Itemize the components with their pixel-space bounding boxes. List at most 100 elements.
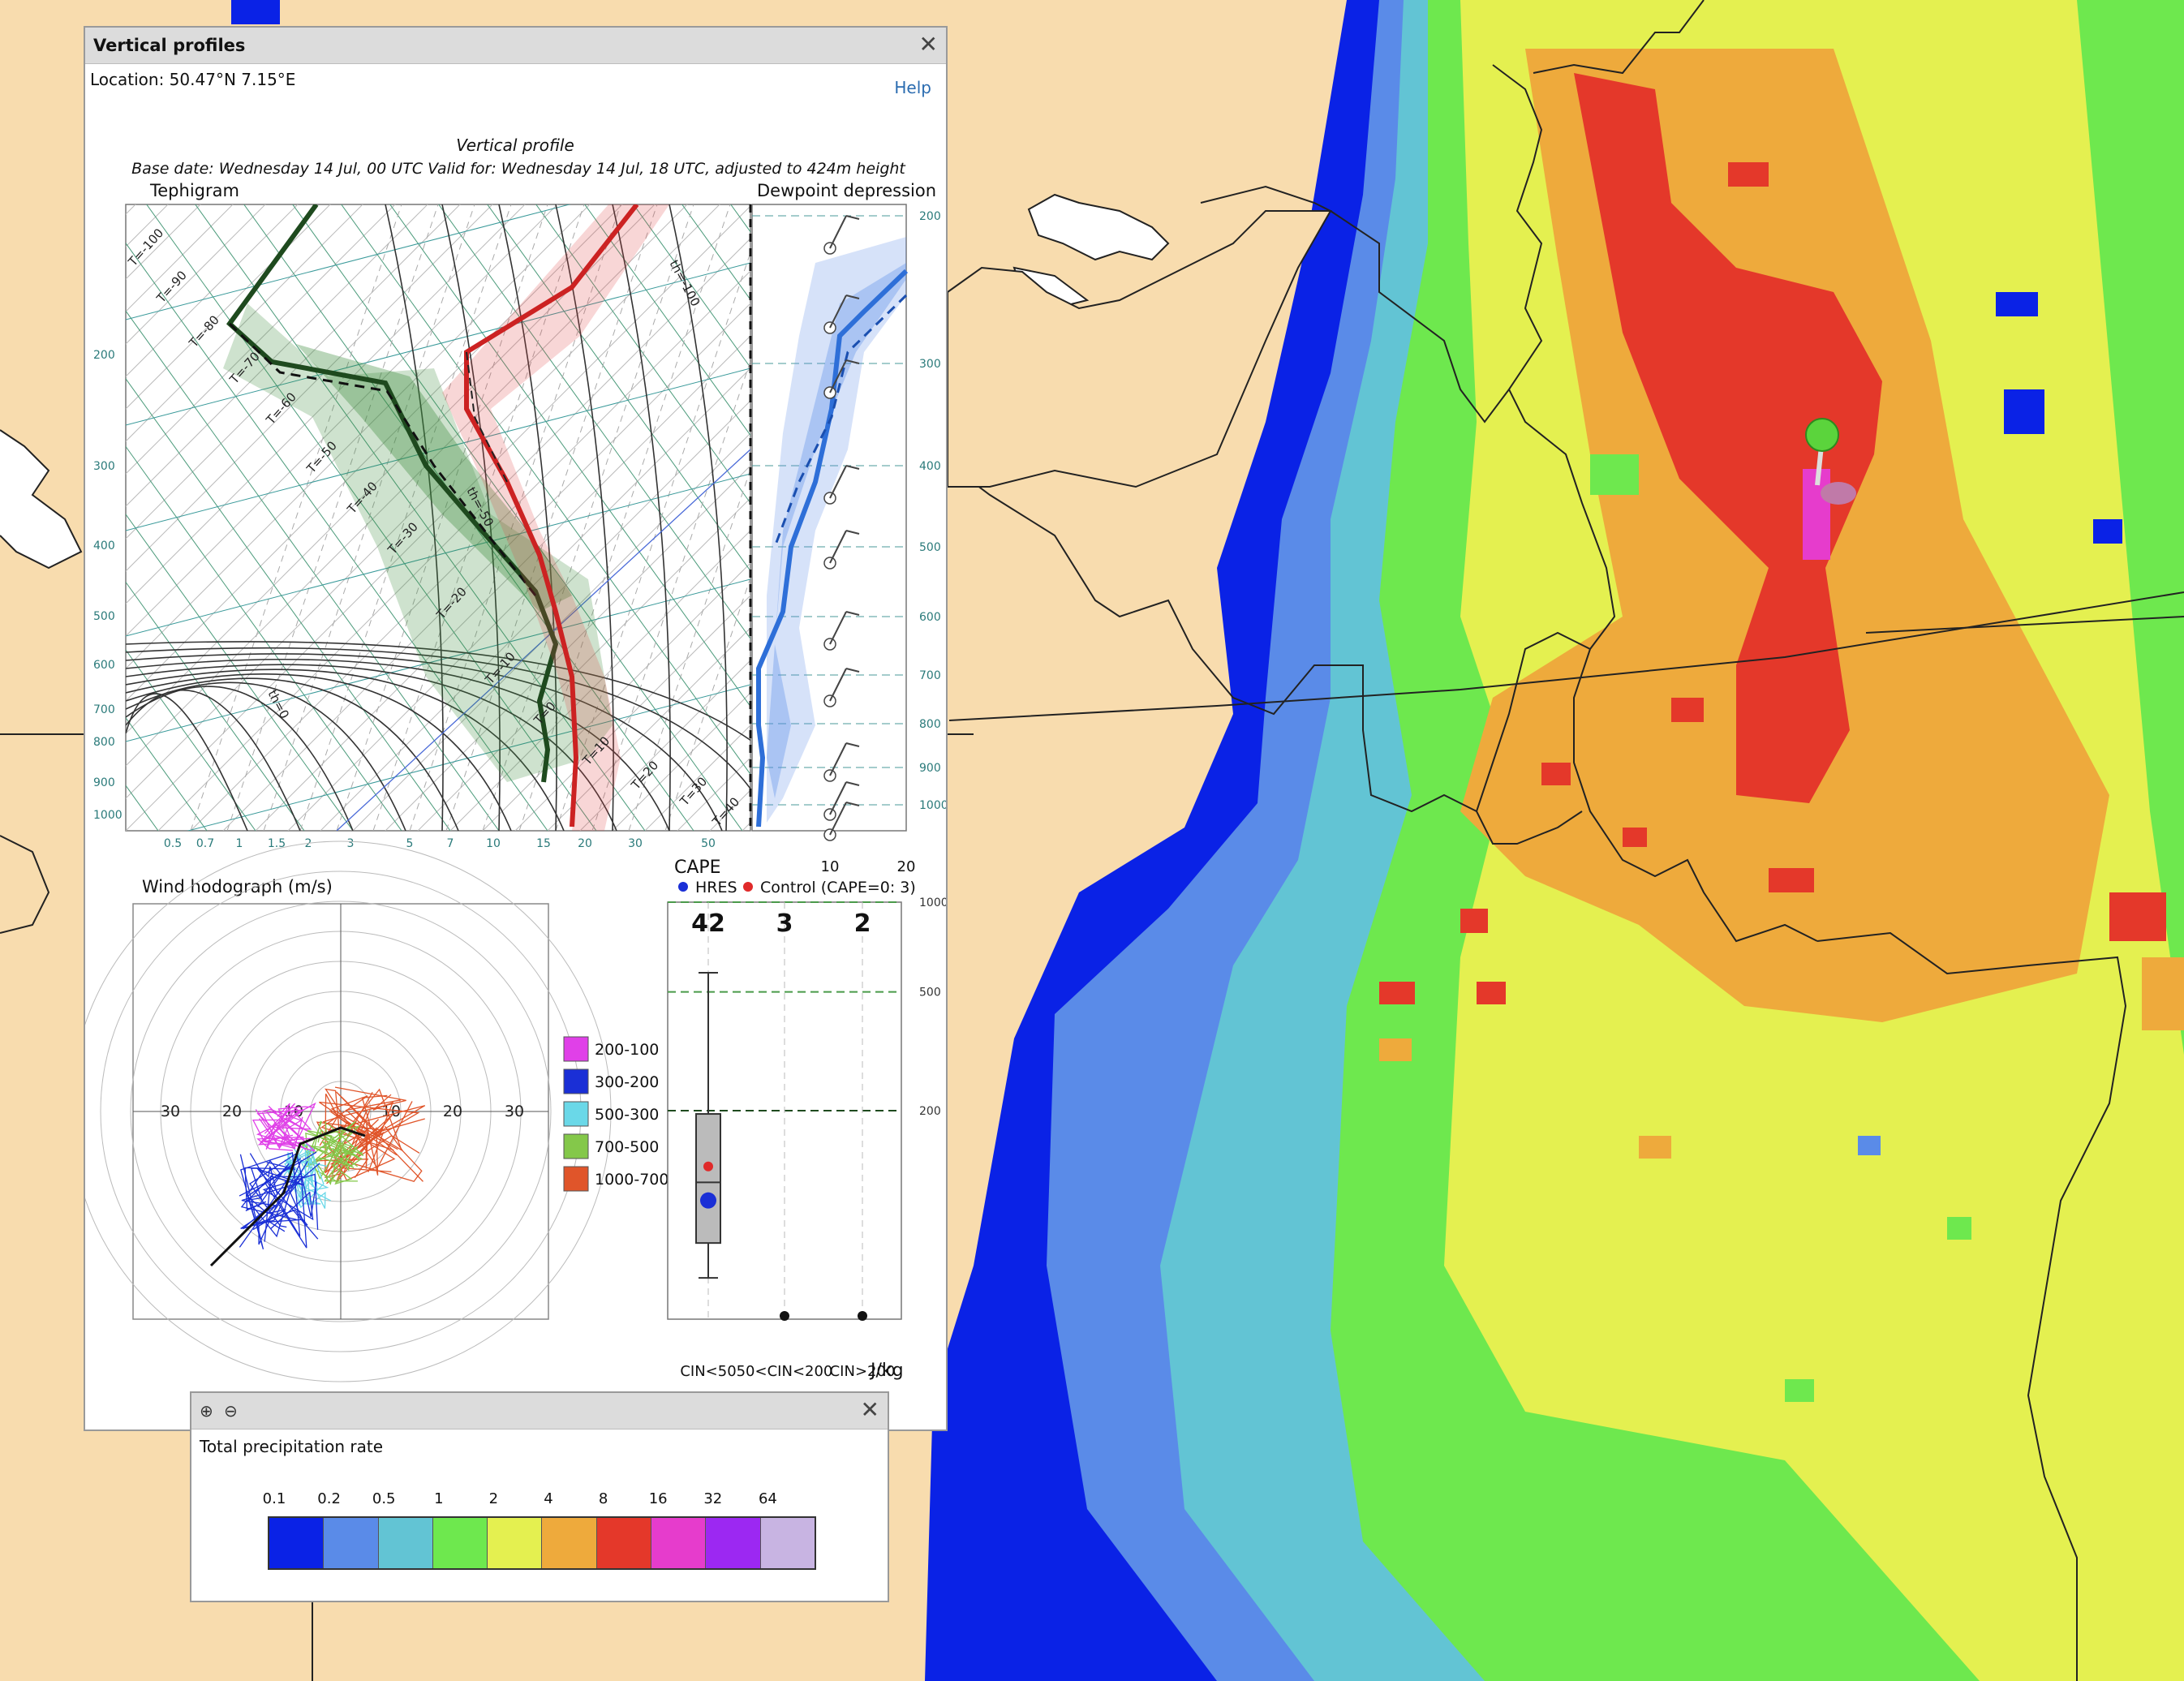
country-border-2 bbox=[1573, 648, 1818, 943]
cape-unit: J/kg bbox=[869, 1361, 904, 1381]
legend-tick-1: 1 bbox=[434, 1490, 444, 1507]
isotherm-line bbox=[438, 204, 750, 640]
hodograph-trace-5 bbox=[264, 1103, 295, 1150]
country-border-10 bbox=[948, 591, 2184, 721]
zoom-out-icon[interactable]: ⊖ bbox=[224, 1401, 238, 1421]
zoom-in-icon[interactable]: ⊕ bbox=[200, 1401, 213, 1421]
hodograph-trace-5 bbox=[256, 1123, 304, 1151]
precip-cell-17 bbox=[1947, 1217, 1971, 1240]
isotherm-line bbox=[633, 204, 750, 368]
hodograph-trace-2 bbox=[307, 1141, 363, 1169]
grid-line bbox=[287, 368, 750, 831]
country-border-5 bbox=[957, 470, 1477, 813]
adiabat-curve bbox=[126, 686, 354, 831]
dpd-envelope bbox=[767, 237, 906, 823]
x-tick-label-7: 7 bbox=[447, 837, 454, 850]
legend-swatch-9 bbox=[706, 1518, 761, 1568]
pressure-label-800: 800 bbox=[93, 736, 115, 749]
grid-line bbox=[320, 400, 750, 831]
isotherm-line bbox=[126, 377, 451, 831]
mixing-ratio-line bbox=[518, 204, 731, 831]
country-border-7 bbox=[1533, 0, 1705, 75]
x-tick-label-30: 30 bbox=[628, 837, 643, 850]
hodograph-legend-label-1000-700: 1000-700 bbox=[595, 1171, 669, 1189]
grid-line bbox=[126, 204, 591, 669]
hodograph-trace-5 bbox=[261, 1106, 315, 1150]
hodograph-trace-4 bbox=[240, 1163, 297, 1220]
legend-titlebar[interactable]: ⊕ ⊖ ✕ bbox=[191, 1393, 888, 1429]
grid-line bbox=[126, 204, 299, 377]
right-pressure-label-500: 500 bbox=[919, 541, 941, 554]
precip-cell-2 bbox=[2004, 389, 2044, 434]
pressure-label-900: 900 bbox=[93, 776, 115, 789]
isotherm-line bbox=[126, 242, 548, 831]
isotherm-line bbox=[126, 514, 354, 831]
wind-barb-staff bbox=[829, 668, 847, 702]
vertical-profiles-titlebar[interactable]: Vertical profiles ✕ bbox=[85, 28, 946, 64]
right-pressure-label-900: 900 bbox=[919, 762, 941, 775]
x-tick-label-50: 50 bbox=[701, 837, 716, 850]
adiabat-curve bbox=[126, 693, 248, 831]
isobar-line bbox=[126, 262, 750, 426]
grid-line bbox=[126, 204, 720, 799]
adiabat-curve bbox=[126, 681, 406, 831]
mixing-ratio-line bbox=[409, 204, 621, 831]
grid-line bbox=[126, 204, 428, 507]
cape-category-label-1: CIN<50 bbox=[680, 1363, 736, 1380]
mixing-ratio-line bbox=[482, 204, 694, 831]
hodograph-legend-swatch-300-200 bbox=[563, 1068, 589, 1094]
dewpoint-envelope bbox=[223, 303, 613, 782]
grid-line bbox=[222, 303, 750, 831]
hodograph-control-trace bbox=[209, 1126, 366, 1267]
close-icon[interactable]: ✕ bbox=[918, 31, 938, 58]
isotherm-line bbox=[126, 581, 305, 831]
cape-count-3: 2 bbox=[854, 909, 871, 938]
wind-barb-flag bbox=[845, 668, 860, 673]
adiabat-curve bbox=[126, 659, 670, 831]
cape-control-marker bbox=[703, 1161, 713, 1172]
country-border-8 bbox=[1200, 185, 1331, 212]
legend-tick-2: 2 bbox=[488, 1490, 499, 1507]
precip-cell-14 bbox=[1639, 1136, 1671, 1159]
precip-cell-5 bbox=[931, 1606, 962, 1655]
wind-barb-staff bbox=[829, 611, 847, 645]
wind-barb-staff bbox=[829, 530, 847, 564]
cape-y-label-200: 200 bbox=[919, 1105, 941, 1118]
dewpoint-depression-label: Dewpoint depression bbox=[757, 181, 936, 200]
x-tick-label-0.5: 0.5 bbox=[164, 837, 182, 850]
dpd-frame bbox=[751, 204, 907, 832]
cape-category-label-2: 50<CIN<200 bbox=[737, 1363, 833, 1380]
grid-line bbox=[482, 562, 750, 831]
isotherm-line bbox=[341, 204, 750, 776]
hodograph-trace-5 bbox=[256, 1109, 306, 1150]
grid-line bbox=[937, 182, 946, 831]
isobar-line bbox=[126, 204, 571, 320]
precip-cell-11 bbox=[1631, 844, 1662, 866]
legend-swatch-6 bbox=[542, 1518, 597, 1568]
legend-swatch-5 bbox=[488, 1518, 543, 1568]
chart-subtitle: Base date: Wednesday 14 Jul, 00 UTC Vali… bbox=[131, 160, 906, 178]
help-link[interactable]: Help bbox=[894, 78, 931, 97]
precip-cell-7 bbox=[1460, 909, 1488, 933]
hodograph-trace-3 bbox=[288, 1165, 329, 1199]
dewpoint-line bbox=[226, 204, 559, 783]
mixing-ratio-line bbox=[190, 204, 402, 831]
wind-barb-staff bbox=[829, 781, 847, 815]
close-icon[interactable]: ✕ bbox=[860, 1396, 879, 1423]
location-text: Location: 50.47°N 7.15°E bbox=[90, 70, 296, 89]
pressure-label-600: 600 bbox=[93, 659, 115, 672]
grid-line bbox=[126, 204, 461, 540]
x-tick-label-2: 2 bbox=[305, 837, 312, 850]
hodograph-ring bbox=[85, 840, 612, 1382]
right-pressure-label-600: 600 bbox=[919, 611, 941, 624]
adiabat-curve bbox=[126, 653, 723, 831]
mixing-ratio-line bbox=[372, 204, 585, 831]
isotherm-line bbox=[146, 204, 597, 831]
isotherm-line bbox=[389, 204, 750, 707]
vertical-profiles-window: Vertical profiles ✕ Location: 50.47°N 7.… bbox=[84, 26, 948, 1431]
pressure-label-1000: 1000 bbox=[93, 809, 123, 822]
dpd-tick-label-20: 20 bbox=[897, 858, 916, 875]
hodograph-trace-4 bbox=[250, 1166, 278, 1200]
cape-count-1: 42 bbox=[691, 909, 725, 938]
